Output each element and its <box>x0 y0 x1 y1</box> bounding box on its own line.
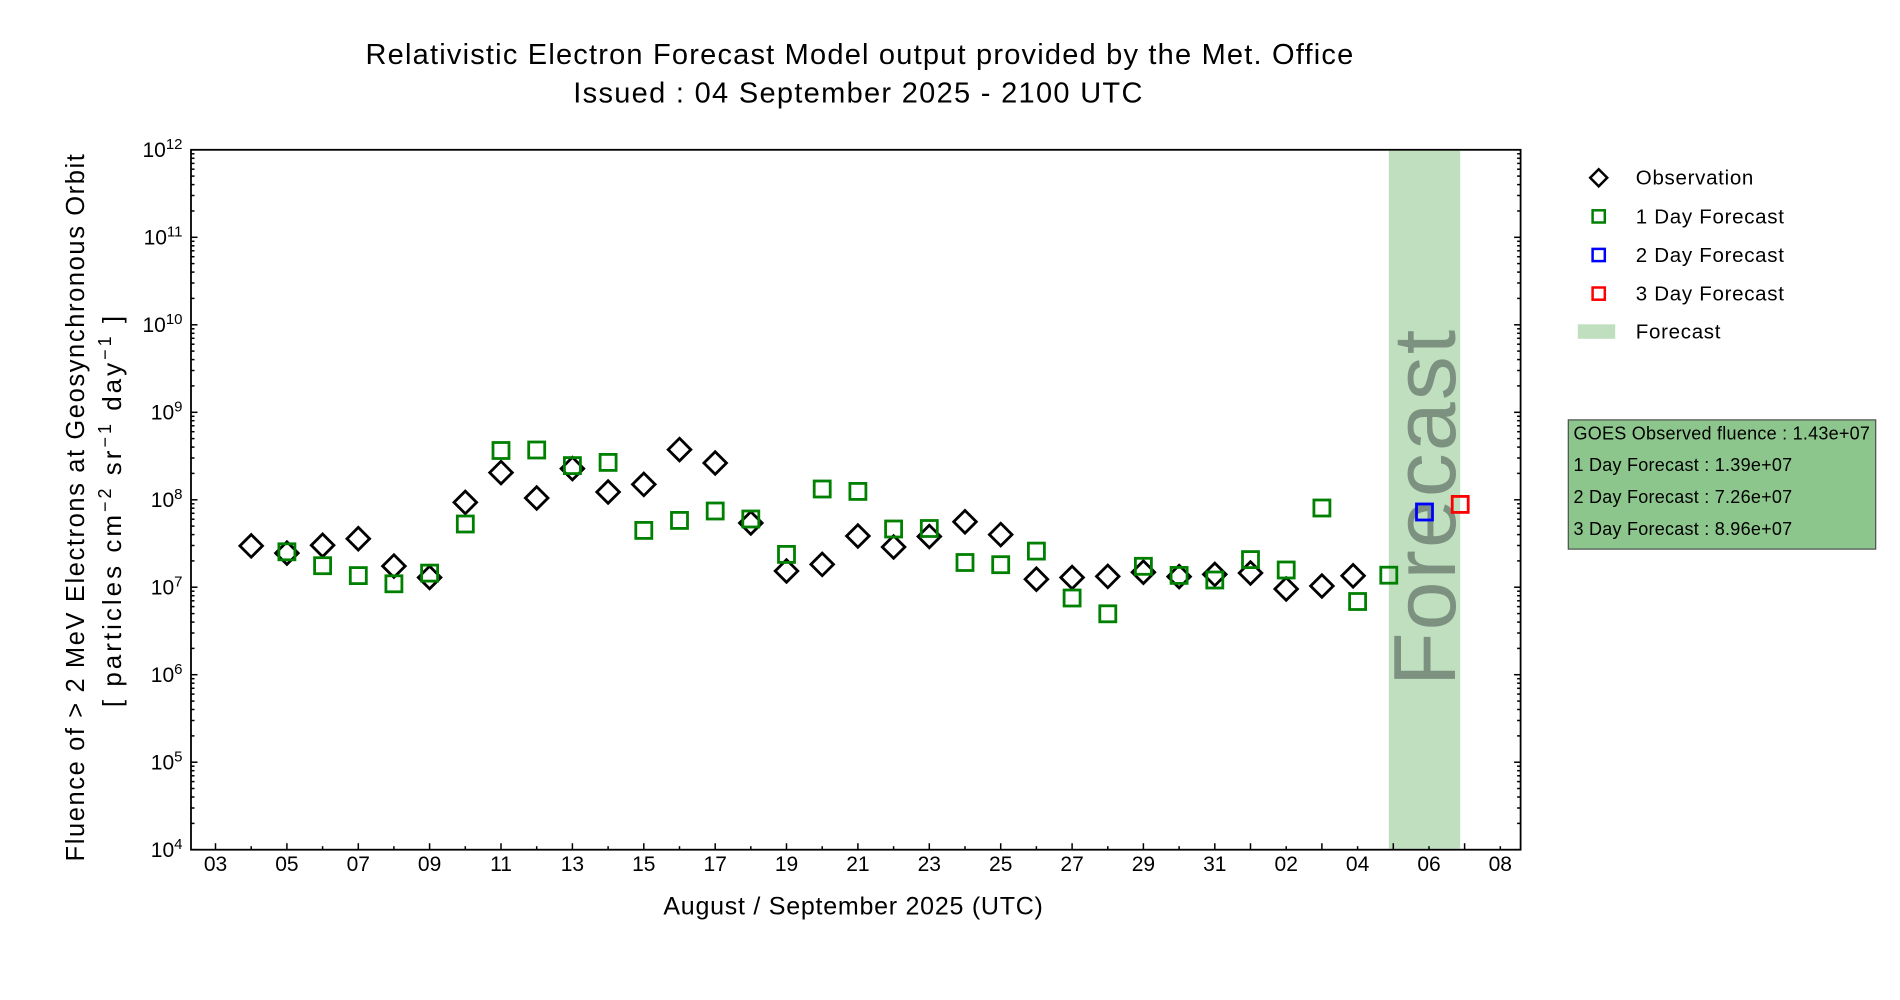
svg-text:09: 09 <box>418 853 441 876</box>
svg-text:08: 08 <box>1489 853 1512 876</box>
svg-text:05: 05 <box>275 853 298 876</box>
svg-text:21: 21 <box>846 853 869 876</box>
svg-text:23: 23 <box>918 853 941 876</box>
svg-text:11: 11 <box>490 853 512 876</box>
svg-text:Relativistic Electron Forecast: Relativistic Electron Forecast Model out… <box>366 39 1355 71</box>
svg-text:1 Day Forecast : 1.39e+07: 1 Day Forecast : 1.39e+07 <box>1574 455 1793 475</box>
svg-text:17: 17 <box>704 853 727 876</box>
svg-text:Fluence of > 2 MeV Electrons a: Fluence of > 2 MeV Electrons at Geosynch… <box>62 153 90 862</box>
svg-text:25: 25 <box>989 853 1012 876</box>
svg-text:31: 31 <box>1203 853 1226 876</box>
svg-text:07: 07 <box>347 853 370 876</box>
svg-text:27: 27 <box>1060 853 1083 876</box>
svg-text:29: 29 <box>1132 853 1155 876</box>
svg-text:3 Day Forecast : 8.96e+07: 3 Day Forecast : 8.96e+07 <box>1574 519 1793 539</box>
svg-text:Issued : 04 September 2025 - 2: Issued : 04 September 2025 - 2100 UTC <box>573 78 1143 110</box>
svg-text:15: 15 <box>632 853 655 876</box>
svg-text:GOES Observed fluence : 1.43e+: GOES Observed fluence : 1.43e+07 <box>1574 423 1871 443</box>
svg-text:04: 04 <box>1346 853 1370 876</box>
svg-text:03: 03 <box>204 853 227 876</box>
svg-text:Forecast: Forecast <box>1636 320 1721 343</box>
svg-text:2 Day Forecast : 7.26e+07: 2 Day Forecast : 7.26e+07 <box>1574 487 1793 507</box>
svg-text:19: 19 <box>775 853 798 876</box>
svg-text:13: 13 <box>561 853 584 876</box>
svg-text:06: 06 <box>1417 853 1440 876</box>
svg-text:Observation: Observation <box>1636 167 1754 190</box>
svg-text:August / September 2025 (UTC): August / September 2025 (UTC) <box>663 893 1043 921</box>
svg-text:1 Day Forecast: 1 Day Forecast <box>1636 205 1785 228</box>
svg-text:1012: 1012 <box>142 136 182 162</box>
svg-text:2 Day Forecast: 2 Day Forecast <box>1636 244 1785 267</box>
svg-text:3 Day Forecast: 3 Day Forecast <box>1636 283 1785 306</box>
svg-text:Forecast: Forecast <box>1375 328 1474 686</box>
svg-text:02: 02 <box>1275 853 1298 876</box>
svg-text:[ particles cm−2 sr−1 day−1 ]: [ particles cm−2 sr−1 day−1 ] <box>95 313 127 707</box>
